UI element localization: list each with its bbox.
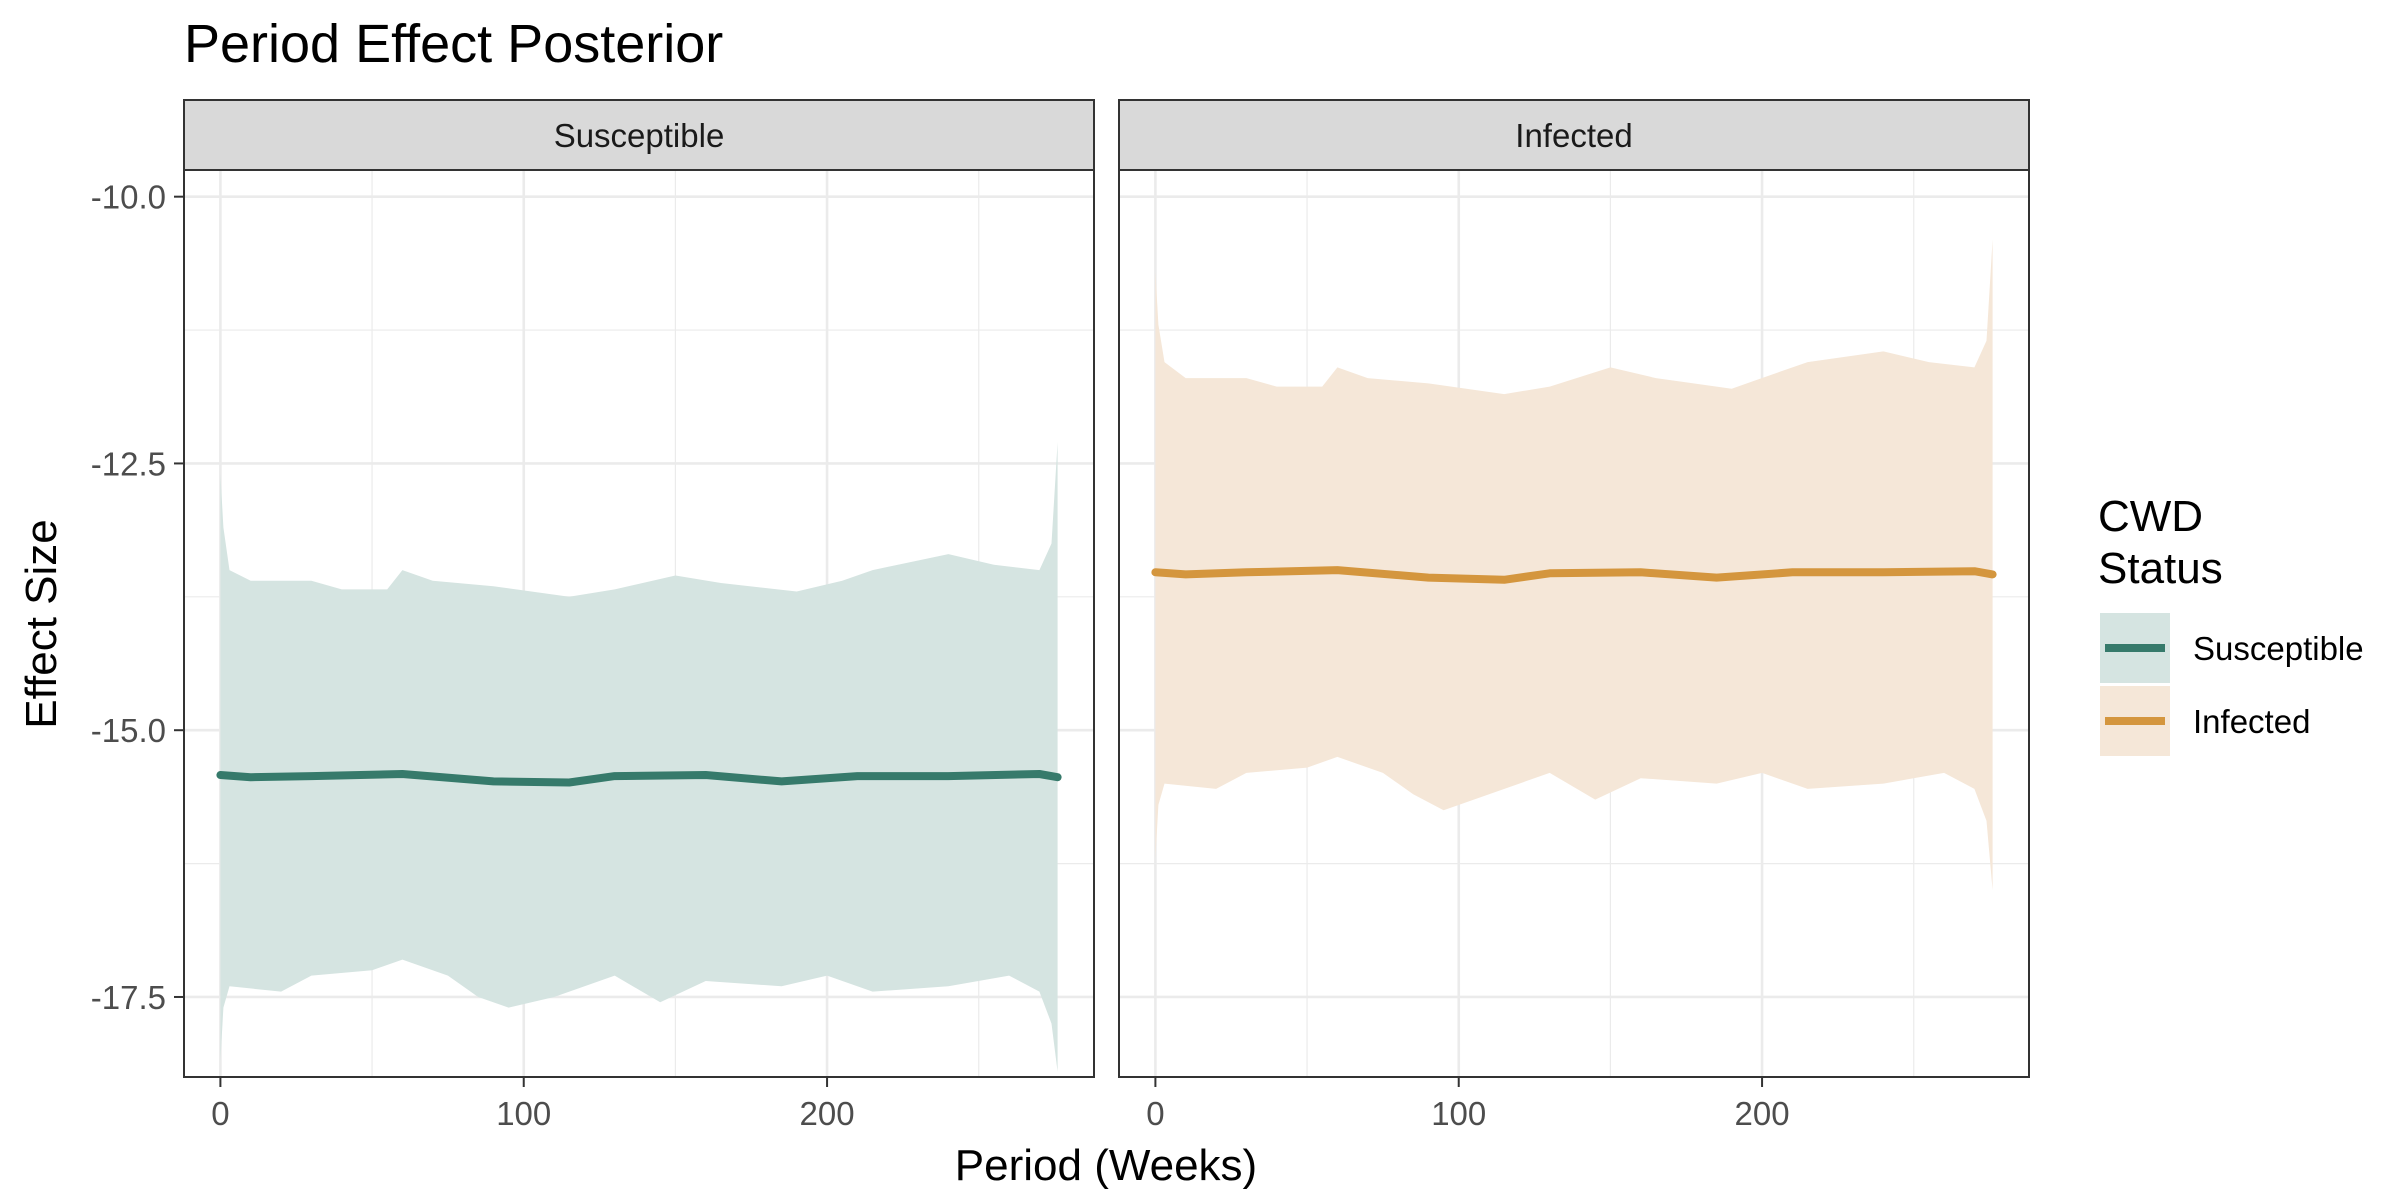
legend-title-line-1: CWD (2098, 492, 2203, 541)
y-tick-label: -10.0 (91, 179, 166, 216)
strip-background-infected (1118, 99, 2030, 171)
legend-label-susceptible: Susceptible (2193, 630, 2364, 667)
x-tick-label: 0 (211, 1095, 229, 1132)
legend-item-susceptible: Susceptible (2100, 613, 2364, 683)
panel-susceptible: Susceptible 0 100 200 (183, 99, 1095, 1132)
x-tick-label: 200 (1735, 1095, 1790, 1132)
panel-infected: Infected 0 100 200 (1118, 99, 2030, 1132)
credible-band-infected (1155, 239, 1993, 891)
legend-item-infected: Infected (2100, 686, 2310, 756)
legend-label-infected: Infected (2193, 703, 2310, 740)
y-tick-label: -17.5 (91, 979, 166, 1016)
x-tick-label: 100 (1431, 1095, 1486, 1132)
x-tick-label: 200 (800, 1095, 855, 1132)
legend-title-line-2: Status (2098, 544, 2223, 593)
chart-title: Period Effect Posterior (184, 14, 723, 74)
panel-border-infected (1118, 169, 2030, 1078)
y-tick-label: -12.5 (91, 445, 166, 482)
mean-line-infected (1151, 566, 1997, 584)
x-axis-ticks-infected: 0 100 200 (1146, 1077, 1790, 1132)
x-axis-ticks-susceptible: 0 100 200 (211, 1077, 855, 1132)
legend: CWD Status Susceptible Infected (2098, 492, 2364, 756)
y-axis-title: Effect Size (17, 519, 66, 729)
panel-border-susceptible (183, 169, 1095, 1078)
y-axis-ticks: -10.0 -12.5 -15.0 -17.5 (91, 179, 184, 1016)
mean-line-susceptible (216, 770, 1062, 787)
strip-background-susceptible (183, 99, 1095, 171)
strip-label-susceptible: Susceptible (554, 117, 725, 154)
credible-band-susceptible (220, 442, 1058, 1072)
x-tick-label: 100 (496, 1095, 551, 1132)
x-axis-title: Period (Weeks) (955, 1141, 1257, 1190)
strip-label-infected: Infected (1515, 117, 1632, 154)
y-tick-label: -15.0 (91, 712, 166, 749)
x-tick-label: 0 (1146, 1095, 1164, 1132)
